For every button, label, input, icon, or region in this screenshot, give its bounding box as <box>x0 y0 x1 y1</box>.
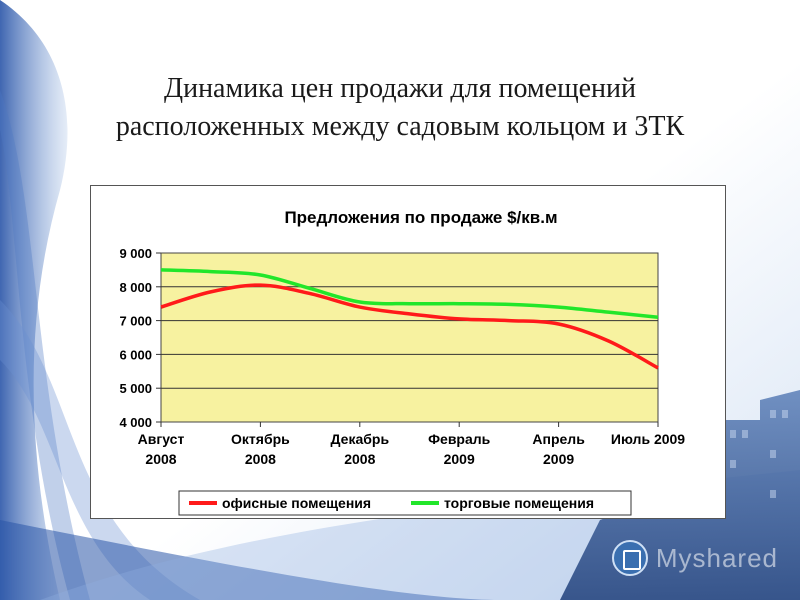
y-tick-label: 7 000 <box>119 314 152 329</box>
bottom-swirl <box>0 520 500 600</box>
legend-label-retail: торговые помещения <box>444 495 594 511</box>
legend-label-office: офисные помещения <box>222 495 371 511</box>
legend: офисные помещения торговые помещения <box>178 490 632 516</box>
x-tick-label: 2009 <box>444 451 475 467</box>
x-tick-label: 2008 <box>245 451 276 467</box>
watermark: Myshared <box>655 543 778 573</box>
x-tick-label: Декабрь <box>331 431 390 447</box>
series-lines <box>160 268 659 370</box>
chart-frame: Предложения по продаже $/кв.м 4 000 5 000… <box>90 185 726 519</box>
y-tick-label: 5 000 <box>119 381 152 396</box>
series-line-retail <box>160 268 659 319</box>
x-tick-label: Июль 2009 <box>611 431 685 447</box>
y-tick-label: 8 000 <box>119 280 152 295</box>
y-tick-label: 4 000 <box>119 415 152 430</box>
y-tick-label: 6 000 <box>119 347 152 362</box>
slide-title-line2: расположенных между садовым кольцом и 3Т… <box>115 111 685 142</box>
x-tick-label: Февраль <box>428 431 491 447</box>
slide-title-line1: Динамика цен продажи для помещений <box>163 73 637 104</box>
plot-area <box>160 252 659 423</box>
x-axis: Август 2008 Октябрь 2008 Декабрь 2008 Февраль 2… <box>138 422 685 467</box>
left-swirl <box>0 0 68 600</box>
x-tick-label: 2009 <box>543 451 574 467</box>
x-tick-label: 2008 <box>344 451 375 467</box>
x-tick-label: Август <box>138 431 185 447</box>
y-axis: 4 000 5 000 6 000 7 000 8 000 9 000 <box>119 246 161 430</box>
chart-title: Предложения по продаже $/кв.м <box>284 208 557 227</box>
legend-box <box>178 490 632 516</box>
company-logo-icon <box>612 540 648 576</box>
x-tick-label: Октябрь <box>231 431 290 447</box>
y-tick-label: 9 000 <box>119 246 152 261</box>
x-tick-label: 2008 <box>145 451 176 467</box>
slide-title: Динамика цен продажи для помещений распо… <box>40 70 760 146</box>
series-line-office <box>160 283 659 370</box>
line-chart: Предложения по продаже $/кв.м 4 000 5 000… <box>119 208 685 516</box>
x-tick-label: Апрель <box>532 431 585 447</box>
